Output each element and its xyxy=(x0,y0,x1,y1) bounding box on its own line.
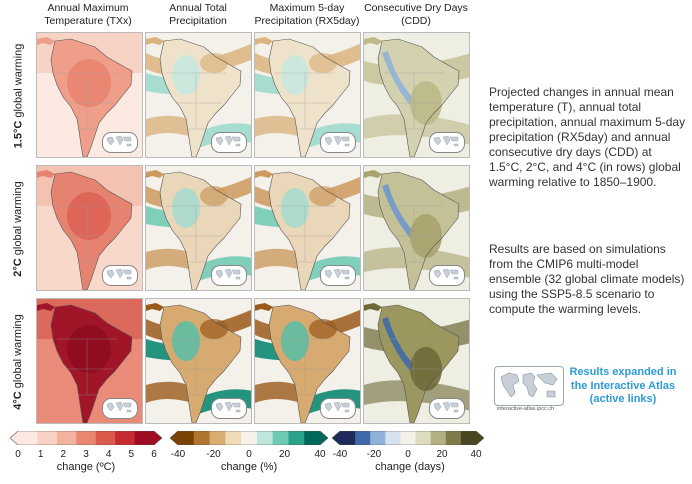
atlas-link-text[interactable]: Results expanded in the Interactive Atla… xyxy=(569,366,677,405)
map-panel-precip-row-1 xyxy=(145,32,252,158)
world-inset-map xyxy=(211,265,247,286)
row-label-4c: 4°C global warming xyxy=(12,314,25,410)
column-header-total-precip: Annual Total Precipitation xyxy=(169,2,227,27)
south-america-map xyxy=(146,299,251,423)
south-america-map xyxy=(364,166,469,290)
temperature-tick-label: 2 xyxy=(60,449,67,460)
temperature-unit-label: change (ºC) xyxy=(56,461,116,473)
dry-days-unit-label: change (days) xyxy=(375,461,445,473)
world-inset-map xyxy=(429,398,465,419)
world-inset-map xyxy=(320,132,356,153)
map-panel-temp-row-2 xyxy=(36,165,143,291)
map-panel-temp-row-3 xyxy=(36,298,143,424)
world-inset-map xyxy=(102,398,138,419)
row-label-2c: 2°C global warming xyxy=(12,181,25,277)
map-panel-precip-row-2 xyxy=(145,165,252,291)
map-panel-temp-row-1 xyxy=(36,32,143,158)
column-header-txx: Annual Maximum Temperature (TXx) xyxy=(44,2,132,27)
precipitation-unit-label: change (%) xyxy=(220,461,278,473)
map-panel-cdd-row-1 xyxy=(363,32,470,158)
temperature-tick-label: 3 xyxy=(83,449,89,460)
world-inset-map xyxy=(320,265,356,286)
temperature-tick-label: 6 xyxy=(151,449,157,460)
south-america-map xyxy=(364,299,469,423)
row-label-1-5c: 1.5°C global warming xyxy=(12,43,24,149)
world-inset-map xyxy=(211,132,247,153)
world-inset-map xyxy=(429,132,465,153)
precipitation-tick-label: -40 xyxy=(170,449,186,460)
dry-days-tick-label: 0 xyxy=(405,449,411,460)
world-inset-map xyxy=(102,132,138,153)
description-paragraph-1: Projected changes in annual mean tempera… xyxy=(489,85,686,189)
map-panel-precip-row-2 xyxy=(254,165,361,291)
precipitation-tick-label: 20 xyxy=(278,449,291,460)
precipitation-colorbar xyxy=(170,431,328,445)
column-header-rx5day: Maximum 5-day Precipitation (RX5day) xyxy=(254,2,360,27)
world-inset-map xyxy=(429,265,465,286)
south-america-map xyxy=(255,33,360,157)
south-america-map xyxy=(364,33,469,157)
precipitation-tick-label: 0 xyxy=(246,449,252,460)
map-panel-precip-row-3 xyxy=(254,298,361,424)
dry-days-tick-label: 20 xyxy=(436,449,448,460)
column-header-cdd: Consecutive Dry Days (CDD) xyxy=(364,2,468,27)
precipitation-tick-label: -20 xyxy=(206,449,221,460)
dry-days-colorbar xyxy=(332,431,484,445)
map-panel-precip-row-3 xyxy=(145,298,252,424)
dry-days-tick-label: -20 xyxy=(366,449,382,460)
map-panel-cdd-row-3 xyxy=(363,298,470,424)
temperature-tick-label: 5 xyxy=(128,449,135,460)
world-inset-map xyxy=(211,398,247,419)
temperature-tick-label: 0 xyxy=(15,449,21,460)
precipitation-tick-label: 40 xyxy=(314,449,326,460)
temperature-colorbar xyxy=(10,431,162,445)
map-panel-precip-row-1 xyxy=(254,32,361,158)
world-inset-map xyxy=(320,398,356,419)
world-inset-map xyxy=(102,265,138,286)
atlas-url[interactable]: interactive-atlas.ipcc.ch xyxy=(497,406,555,412)
atlas-world-map-icon[interactable] xyxy=(494,366,564,406)
dry-days-tick-label: 40 xyxy=(470,449,482,460)
dry-days-tick-label: -40 xyxy=(332,449,348,460)
description-paragraph-2: Results are based on simulations from th… xyxy=(489,242,685,316)
temperature-tick-label: 4 xyxy=(105,449,112,460)
map-panel-cdd-row-2 xyxy=(363,165,470,291)
temperature-tick-label: 1 xyxy=(37,449,44,460)
